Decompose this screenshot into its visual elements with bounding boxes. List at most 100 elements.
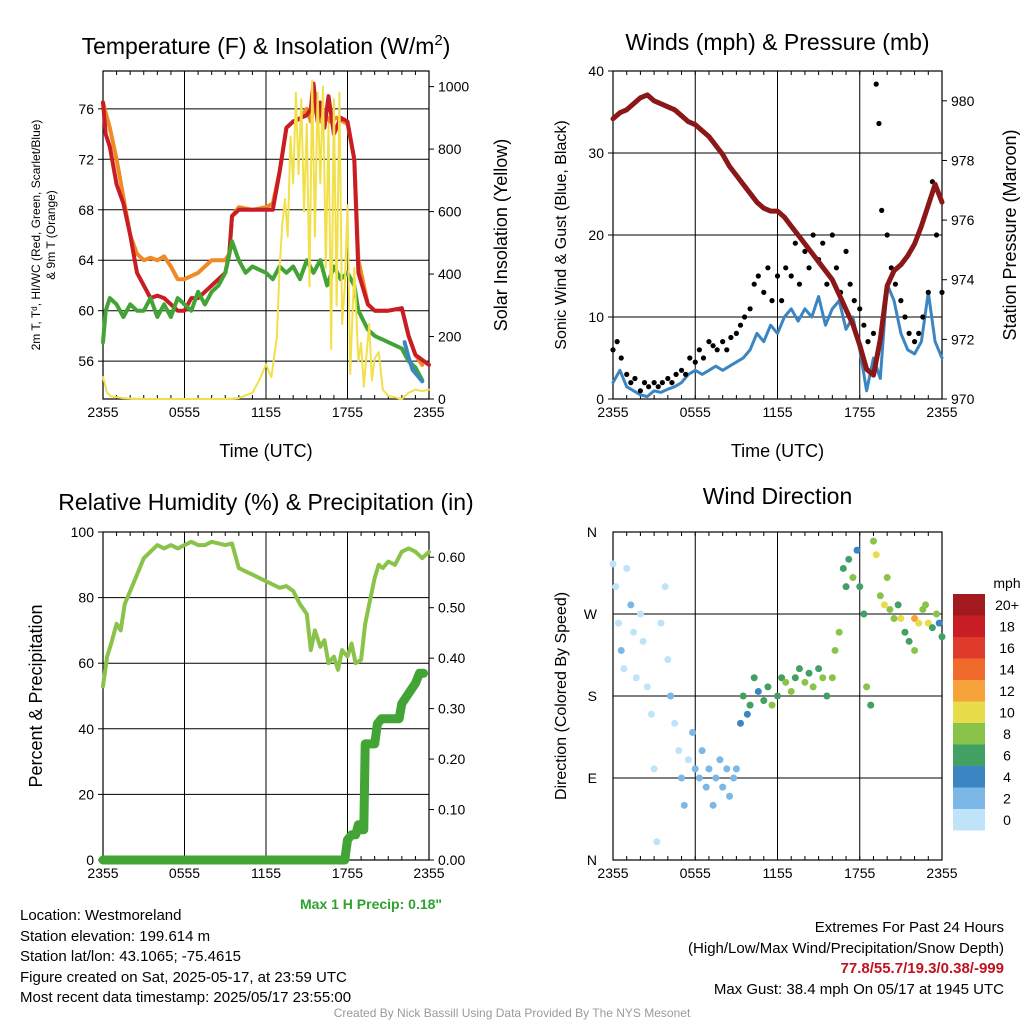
legend-label: 14 (999, 662, 1015, 678)
gust-point (851, 298, 857, 304)
series-line (98, 668, 429, 865)
direction-point (849, 574, 857, 582)
direction-point (795, 665, 803, 673)
legend-label: 16 (999, 640, 1015, 656)
gust-point (933, 232, 940, 238)
x-tick-label: 2355 (413, 865, 444, 881)
direction-point (636, 610, 644, 618)
direction-point (664, 656, 672, 664)
gust-point (700, 355, 707, 361)
direction-point (860, 610, 868, 618)
extremes-info: Extremes For Past 24 Hours (High/Low/Max… (688, 918, 1004, 1000)
direction-point (678, 774, 686, 782)
direction-point (709, 801, 717, 809)
direction-point (760, 697, 768, 705)
gust-point (751, 281, 757, 287)
gust-point (802, 248, 808, 254)
direction-point (867, 701, 875, 709)
direction-point (897, 615, 905, 623)
gust-point (779, 298, 785, 304)
y-axis-label: & 9m T (Orange) (44, 190, 58, 280)
y-axis-label: Sonic Wind & Gust (Blue, Black) (553, 120, 570, 349)
direction-point (876, 592, 884, 600)
recent-text: Most recent data timestamp: 2025/05/17 2… (20, 989, 352, 1006)
x-tick-label: 1155 (251, 404, 281, 420)
direction-point (924, 619, 932, 627)
y-tick-label: W (584, 606, 598, 622)
gust-point (624, 371, 630, 377)
latlon-text: Station lat/lon: 43.1065; -75.4615 (20, 948, 242, 965)
gust-point (769, 298, 775, 304)
direction-point (801, 678, 809, 686)
direction-point (886, 605, 894, 613)
x-tick-label: 1155 (251, 865, 281, 881)
y-tick-label: 20 (78, 786, 94, 802)
y2-tick-label: 0.50 (438, 600, 465, 616)
temperature-insolation-panel: 2355 0555 1155 1755 2355 56 60 64 68 72 76 0 200 400 6… (29, 32, 511, 461)
gust-point (637, 388, 644, 394)
direction-point (933, 610, 941, 618)
x-tick-label: 0555 (169, 865, 200, 881)
legend-label: 8 (1003, 726, 1011, 742)
x-tick-label: 1755 (844, 865, 875, 881)
y2-tick-label: 980 (951, 93, 975, 109)
legend-label: 2 (1003, 791, 1011, 807)
direction-point (856, 583, 864, 591)
y-tick-label: E (588, 770, 597, 786)
gust-point (628, 380, 634, 386)
direction-point (915, 619, 923, 627)
gust-point (788, 273, 794, 279)
gust-point (870, 330, 877, 336)
y2-tick-label: 0.10 (438, 802, 465, 818)
y-tick-label: 56 (78, 353, 94, 369)
gust-point (792, 240, 798, 246)
x-tick-label: 1155 (762, 865, 792, 881)
direction-point (653, 838, 661, 846)
gust-point (843, 248, 849, 254)
direction-point (698, 747, 706, 755)
legend-swatch (953, 637, 985, 659)
direction-point (723, 765, 731, 773)
x-tick-label: 1155 (762, 404, 792, 420)
x-tick-label: 2355 (597, 404, 628, 420)
x-tick-label: 2355 (413, 404, 444, 420)
y2-tick-label: 0.00 (438, 852, 465, 868)
legend-swatch (953, 809, 985, 831)
gust-point (655, 384, 661, 390)
y2-tick-label: 800 (438, 141, 462, 157)
gust-point (806, 265, 812, 271)
direction-point (839, 564, 847, 572)
legend-label: 6 (1003, 748, 1011, 764)
direction-point (880, 601, 888, 609)
direction-point (778, 674, 786, 682)
gust-point (678, 367, 685, 373)
gust-point (687, 355, 693, 361)
direction-point (869, 537, 877, 545)
direction-point (730, 774, 738, 782)
direction-point (623, 564, 631, 572)
legend-swatch (953, 658, 985, 680)
x-axis-label: Time (UTC) (219, 441, 312, 461)
gust-point (659, 380, 665, 386)
direction-point (791, 674, 799, 682)
gust-point (884, 232, 890, 238)
gust-point (857, 306, 863, 312)
y2-tick-label: 200 (438, 329, 462, 345)
chart-title: Relative Humidity (%) & Precipitation (i… (58, 489, 473, 515)
direction-point (667, 692, 675, 700)
y-tick-label: N (587, 852, 597, 868)
y-tick-label: 100 (71, 524, 95, 540)
x-tick-label: 2355 (87, 865, 118, 881)
direction-point (894, 601, 902, 609)
direction-point (695, 774, 703, 782)
gust-point (733, 330, 739, 336)
y2-tick-label: 600 (438, 204, 462, 220)
direction-point (872, 551, 880, 559)
x-tick-label: 2355 (597, 865, 628, 881)
y-tick-label: 72 (78, 151, 94, 167)
y2-tick-label: 0.20 (438, 751, 465, 767)
y2-tick-label: 976 (951, 212, 975, 228)
direction-point (630, 628, 638, 636)
direction-point (657, 619, 665, 627)
direction-point (754, 687, 762, 695)
